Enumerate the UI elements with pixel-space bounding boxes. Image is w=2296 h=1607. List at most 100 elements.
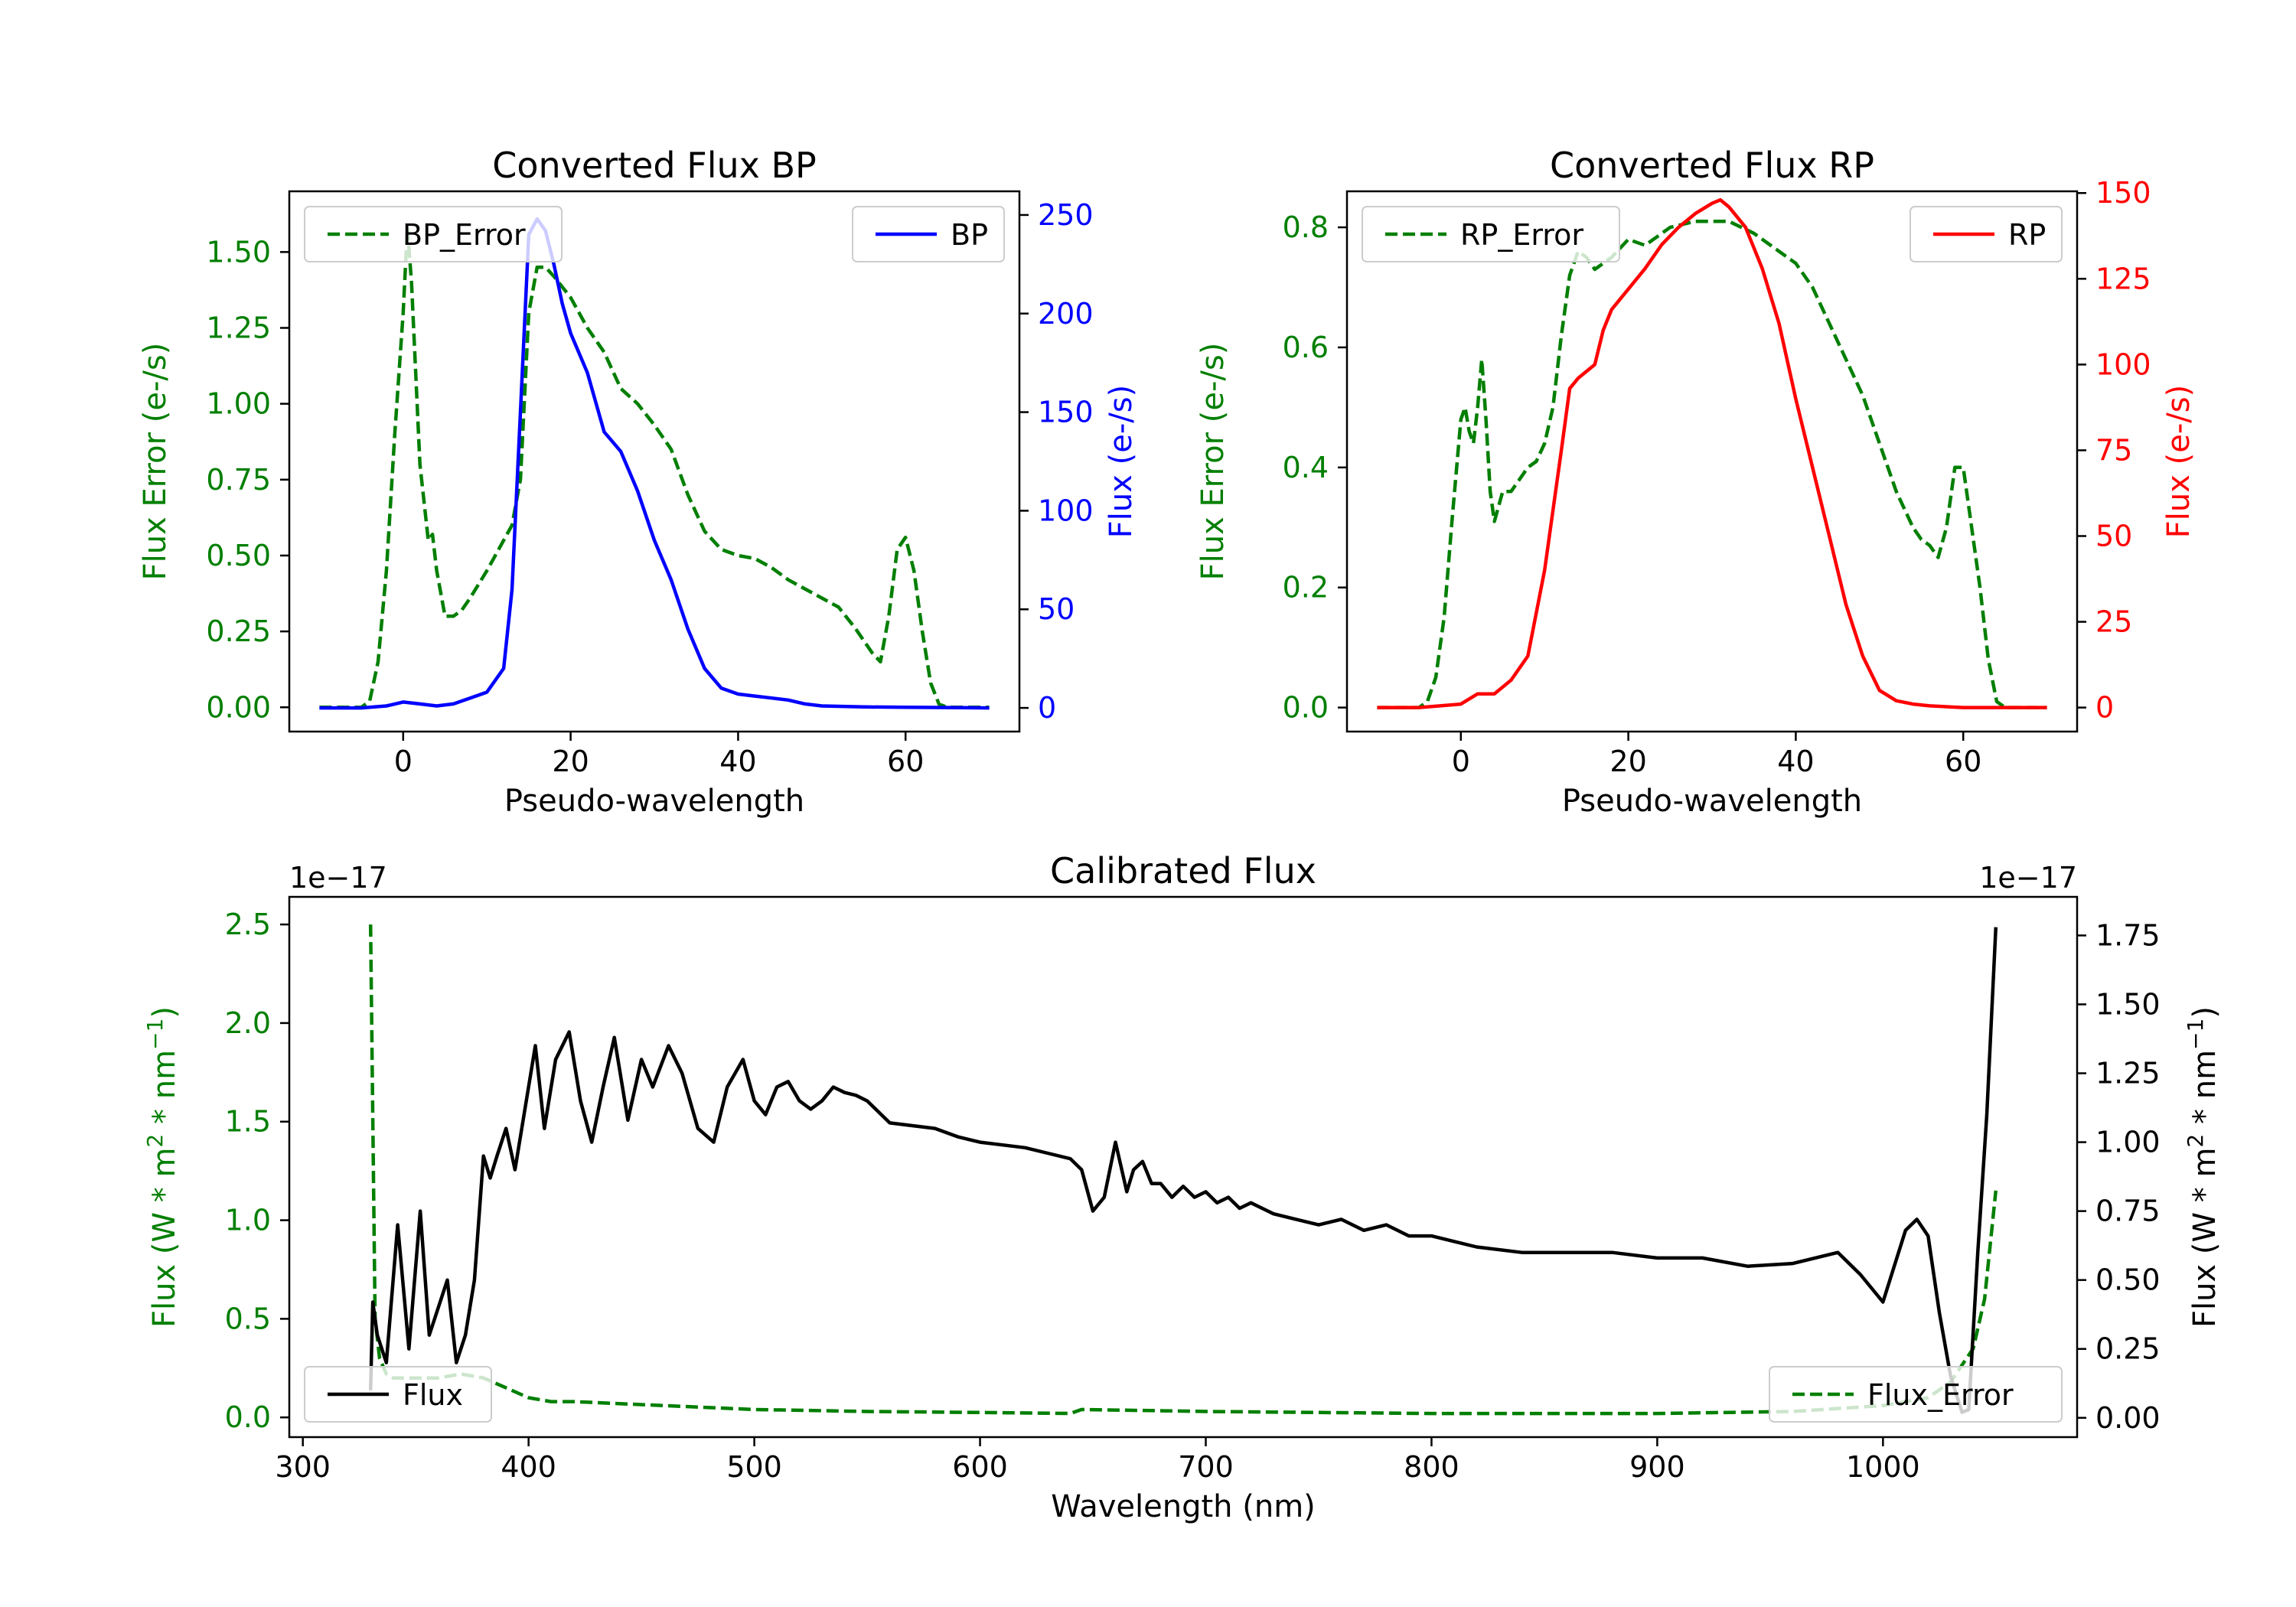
legend-box [304,1366,492,1423]
left-tick-label: 0.8 [1283,210,1329,244]
right-tick-label: 1.00 [2095,1126,2161,1159]
legend-rp-error: RP_Error [1362,206,1620,262]
right-tick-label: 0.25 [2095,1332,2161,1366]
series-line-rp [1377,197,2047,709]
right-tick-label: 50 [1038,592,1075,626]
axis-label-part: Flux (W * m [147,1148,182,1328]
chart-bp: Converted Flux BP 0 20 40 60 Pseudo-wavelengt… [138,145,1139,819]
axis-label-superscript: −1 [2183,1019,2208,1050]
x-tick-label: 400 [501,1450,556,1484]
right-tick-label: 50 [2095,519,2132,553]
left-tick-label: 0.0 [1283,691,1329,725]
right-tick-label: 150 [2095,176,2151,210]
left-tick-label: 1.00 [206,387,271,421]
legend-label: BP_Error [403,218,526,252]
series-line-rp-error [1377,219,2047,709]
right-tick-label: 0 [1038,691,1056,725]
left-tick-label: 0.6 [1283,331,1329,364]
legend-label: Flux [403,1378,463,1412]
left-tick-label: 0.4 [1283,451,1329,484]
plot-frame [288,895,2079,1439]
chart-title: Converted Flux BP [492,145,817,186]
axis-label-part: * nm [147,1050,182,1134]
legend-rp: RP [1910,206,2063,262]
x-axis-label: Pseudo-wavelength [504,784,804,819]
x-axis-label: Wavelength (nm) [1051,1489,1316,1524]
chart-title: Calibrated Flux [1050,850,1316,892]
x-tick-label: 1000 [1846,1450,1920,1484]
left-tick-label: 2.0 [225,1006,271,1040]
left-tick-label: 1.25 [206,311,271,344]
x-tick-label: 40 [1777,745,1814,778]
left-tick-label: 0.2 [1283,571,1329,605]
legend-flux-error: Flux_Error [1769,1366,2063,1423]
right-offset-text: 1e−17 [1979,861,2077,895]
x-tick-label: 20 [1609,745,1646,778]
legend-bp-error: BP_Error [304,206,563,262]
axis-label-part: * nm [2187,1050,2223,1134]
left-tick-label: 2.5 [225,908,271,941]
axis-label-part: ) [147,1006,182,1019]
legend-box [1769,1366,2063,1423]
x-tick-label: 0 [1452,745,1470,778]
series-line-flux [368,927,1998,1414]
plot-frame [1345,190,2079,733]
legend-label: Flux_Error [1867,1378,2014,1412]
legend-bp: BP [852,206,1005,262]
left-tick-label: 0.25 [206,614,271,648]
left-tick-label: 0.00 [206,690,271,724]
series-line-bp [319,217,990,710]
right-tick-label: 1.75 [2095,918,2161,952]
x-tick-label: 300 [275,1450,331,1484]
right-tick-label: 150 [1038,396,1094,429]
legend-box [1362,206,1620,262]
left-tick-label: 0.75 [206,463,271,497]
right-axis-label: Flux (W * m2 * nm−1) [2183,1006,2223,1328]
right-tick-label: 0 [2095,691,2114,725]
legend-label: BP [951,218,988,252]
x-axis-label: Pseudo-wavelength [1562,784,1862,819]
right-tick-label: 100 [1038,494,1094,527]
x-tick-label: 800 [1404,1450,1459,1484]
right-tick-label: 1.50 [2095,987,2161,1021]
axis-label-part: ) [2187,1006,2223,1019]
right-tick-label: 0.75 [2095,1195,2161,1228]
legend-label: RP [2008,218,2046,252]
x-tick-label: 20 [552,745,589,778]
left-axis-label: Flux Error (e-/s) [138,343,173,581]
left-axis-label: Flux Error (e-/s) [1195,343,1231,581]
right-tick-label: 250 [1038,198,1094,232]
x-tick-label: 900 [1629,1450,1685,1484]
series-line-bp-error [319,226,990,709]
x-tick-label: 60 [1945,745,1981,778]
axis-label-part: Flux (W * m [2187,1148,2223,1328]
left-offset-text: 1e−17 [289,861,387,895]
left-tick-label: 0.5 [225,1302,271,1335]
legend-flux: Flux [304,1366,492,1423]
right-tick-label: 100 [2095,347,2151,381]
axis-label-superscript: 2 [142,1134,168,1148]
legend-box [304,206,563,262]
right-tick-label: 1.25 [2095,1057,2161,1090]
x-tick-label: 700 [1178,1450,1234,1484]
x-tick-label: 40 [719,745,756,778]
left-tick-label: 0.0 [225,1400,271,1434]
right-tick-label: 0.00 [2095,1401,2161,1435]
right-tick-label: 0.50 [2095,1263,2161,1297]
plot-frame [288,190,1021,733]
x-tick-label: 0 [394,745,413,778]
series-line-flux-error [368,924,1998,1416]
axis-label-superscript: −1 [142,1019,168,1050]
x-tick-label: 600 [952,1450,1008,1484]
right-axis-label: Flux (e-/s) [2161,385,2197,538]
axis-label-superscript: 2 [2183,1134,2208,1148]
x-tick-label: 60 [887,745,924,778]
x-tick-label: 500 [726,1450,782,1484]
right-tick-label: 200 [1038,297,1094,331]
left-tick-label: 0.50 [206,539,271,572]
chart-title: Converted Flux RP [1550,145,1874,186]
chart-cal: Calibrated Flux 300 400 500 600 700 800 900 1000… [142,850,2223,1524]
right-axis-label: Flux (e-/s) [1104,385,1139,538]
legend-label: RP_Error [1460,218,1583,252]
